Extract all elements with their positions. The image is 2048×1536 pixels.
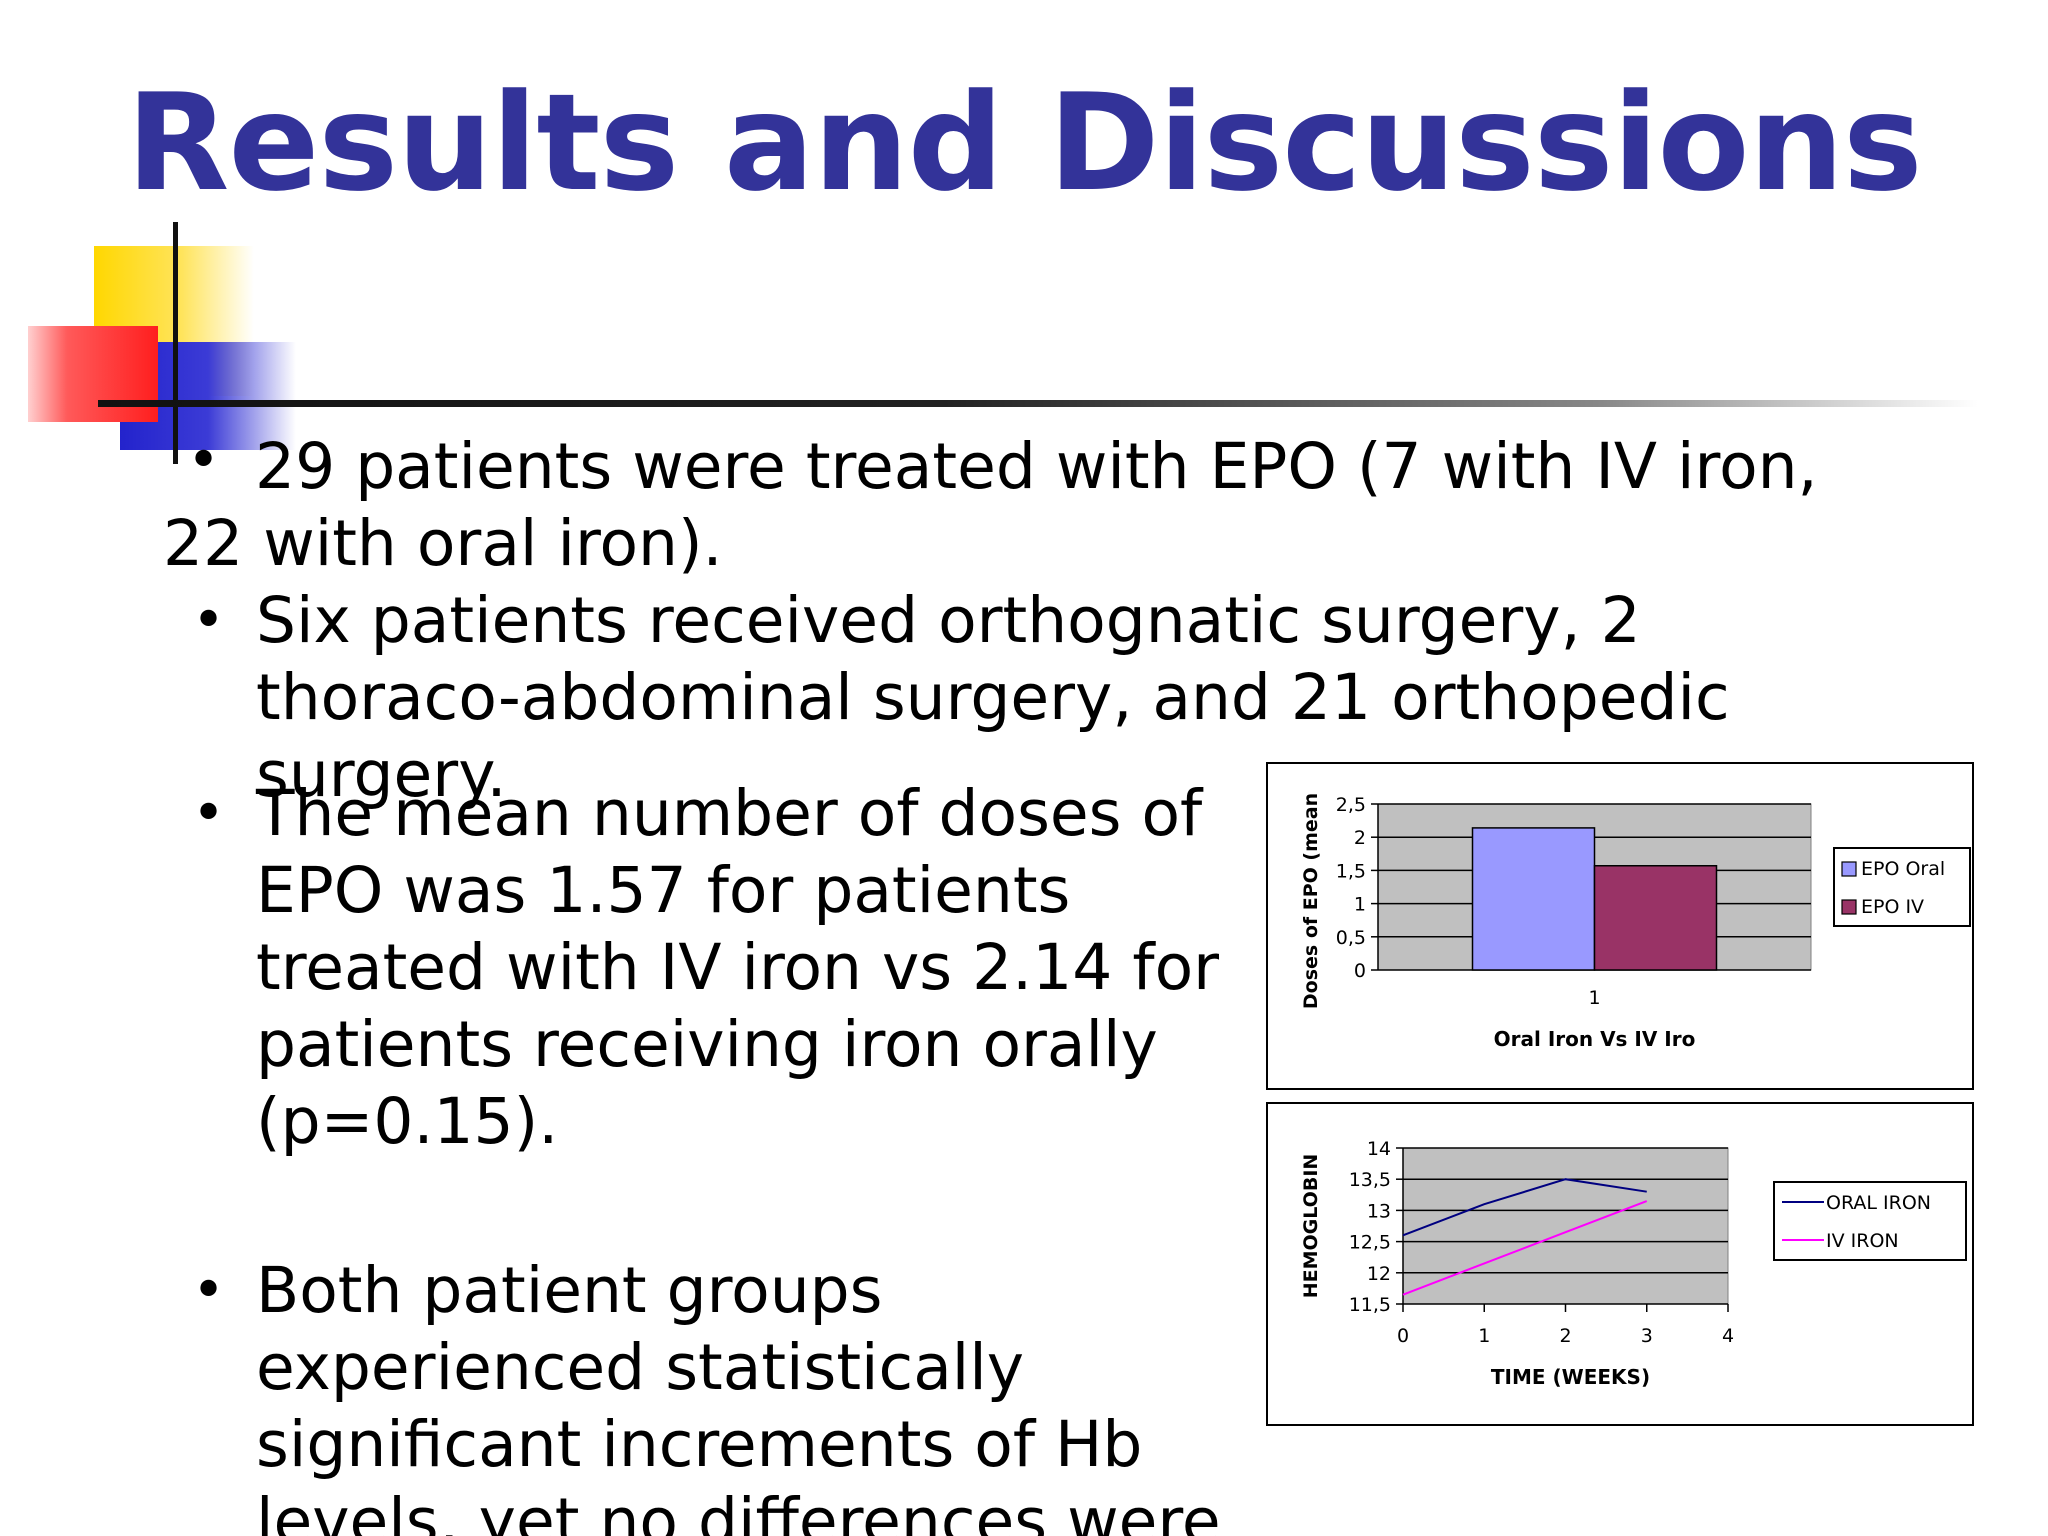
bullet-text: Six patients received orthognatic surger… [256, 584, 1730, 811]
x-axis-label: TIME (WEEKS) [1491, 1365, 1650, 1389]
x-axis-label: Oral Iron Vs IV Iro [1494, 1027, 1696, 1051]
legend-label: IV IRON [1826, 1230, 1899, 1252]
slide-title: Results and Discussions [126, 65, 1922, 221]
x-tick-label: 2 [1559, 1325, 1571, 1347]
hemoglobin-line-chart: 11,5 12 12,5 13 13,5 14 0 1 2 3 4 TIME (WEEKS) HEMOG… [1266, 1102, 1974, 1426]
legend-label: EPO Oral [1861, 858, 1945, 880]
bar [1593, 865, 1718, 971]
epo-doses-bar-chart: 0 0,5 1 1,5 2 2,5 1 Oral Iron Vs IV Iro Doses of… [1266, 762, 1974, 1090]
series-line [1402, 1200, 1648, 1296]
bullet-text: Both patient groups experienced statisti… [256, 1254, 1221, 1536]
bullet-dot: • [192, 1258, 226, 1323]
y-tick-label: 13 [1367, 1200, 1391, 1222]
legend-label: EPO IV [1861, 896, 1924, 918]
decor-red-square [28, 326, 158, 422]
bar-chart-svg: 0 0,5 1 1,5 2 2,5 1 Oral Iron Vs IV Iro Doses of… [1300, 793, 1971, 1051]
y-tick-label: 14 [1367, 1138, 1391, 1160]
x-tick-label: 1 [1478, 1325, 1490, 1347]
x-tick-label: 4 [1722, 1325, 1734, 1347]
bullet-item-3: • The mean number of doses of EPO was 1.… [160, 775, 1240, 1160]
bullet-dot: • [192, 588, 226, 653]
legend-box [1833, 847, 1971, 927]
legend-swatch [1841, 861, 1857, 877]
legend-label: ORAL IRON [1826, 1192, 1931, 1214]
plot-area [1402, 1147, 1729, 1305]
y-tick-label: 12,5 [1349, 1232, 1391, 1254]
bullet-dot: • [192, 781, 226, 846]
legend-box [1773, 1181, 1967, 1261]
y-axis-label: HEMOGLOBIN [1300, 1154, 1322, 1299]
y-tick-label: 2,5 [1336, 794, 1366, 816]
y-tick-label: 12 [1367, 1263, 1391, 1285]
bullet-item-1: • 29 patients were treated with EPO (7 w… [163, 428, 1863, 582]
bar [1471, 827, 1596, 971]
bullet-item-4: • Both patient groups experienced statis… [160, 1252, 1240, 1536]
y-tick-label: 0 [1354, 960, 1366, 982]
bullet-dot: • [187, 428, 221, 493]
decor-vertical-line [173, 222, 178, 464]
y-axis-label: Doses of EPO (mean [1300, 793, 1322, 1009]
y-tick-label: 2 [1354, 827, 1366, 849]
y-tick-label: 1,5 [1336, 860, 1366, 882]
bullet-text: 29 patients were treated with EPO (7 wit… [163, 430, 1818, 580]
bullet-item-2: • Six patients received orthognatic surg… [160, 582, 1810, 813]
y-tick-label: 13,5 [1349, 1169, 1391, 1191]
series-line [1402, 1178, 1647, 1237]
y-tick-label: 11,5 [1349, 1294, 1391, 1316]
y-tick-label: 0,5 [1336, 927, 1366, 949]
bullet-text: The mean number of doses of EPO was 1.57… [256, 777, 1220, 1158]
legend-swatch [1841, 899, 1857, 915]
y-tick-label: 1 [1354, 894, 1366, 916]
x-tick-label: 3 [1641, 1325, 1653, 1347]
x-tick-label: 1 [1588, 987, 1600, 1009]
x-tick-label: 0 [1397, 1325, 1409, 1347]
title-divider-line [98, 400, 1978, 407]
